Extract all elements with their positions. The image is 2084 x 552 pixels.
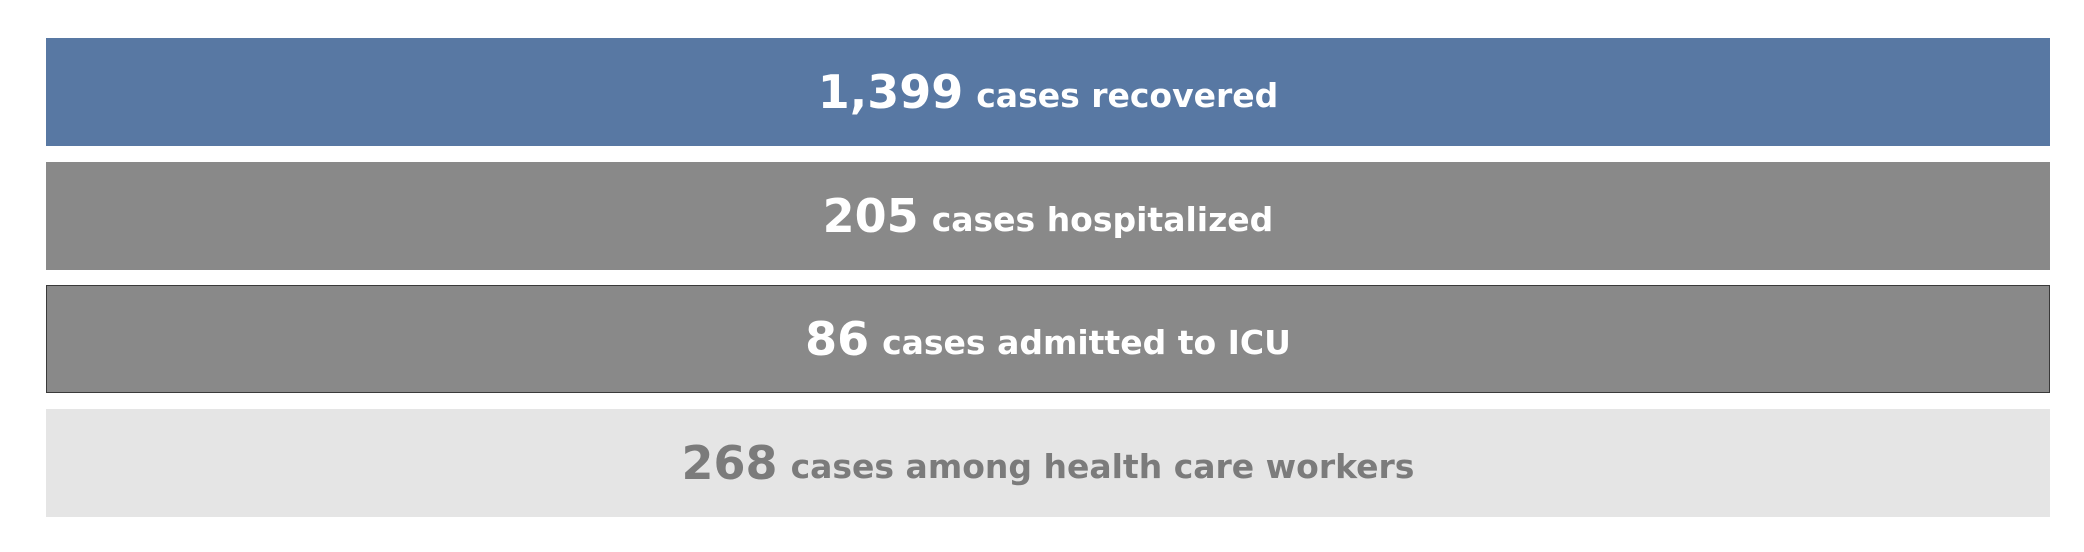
- stat-bar-recovered: 1,399 cases recovered: [46, 38, 2050, 146]
- stat-value-recovered: 1,399: [817, 65, 964, 119]
- stat-label-recovered: cases recovered: [976, 75, 1279, 115]
- stat-bar-hospitalized: 205 cases hospitalized: [46, 162, 2050, 270]
- stat-bar-health-care-workers: 268 cases among health care workers: [46, 409, 2050, 517]
- stat-value-health-care-workers: 268: [681, 436, 778, 490]
- stat-value-icu: 86: [805, 312, 870, 366]
- stat-label-icu: cases admitted to ICU: [882, 322, 1291, 362]
- stat-label-hospitalized: cases hospitalized: [931, 199, 1274, 239]
- stat-value-hospitalized: 205: [822, 189, 919, 243]
- stat-label-health-care-workers: cases among health care workers: [790, 446, 1415, 486]
- stat-bar-icu: 86 cases admitted to ICU: [46, 285, 2050, 393]
